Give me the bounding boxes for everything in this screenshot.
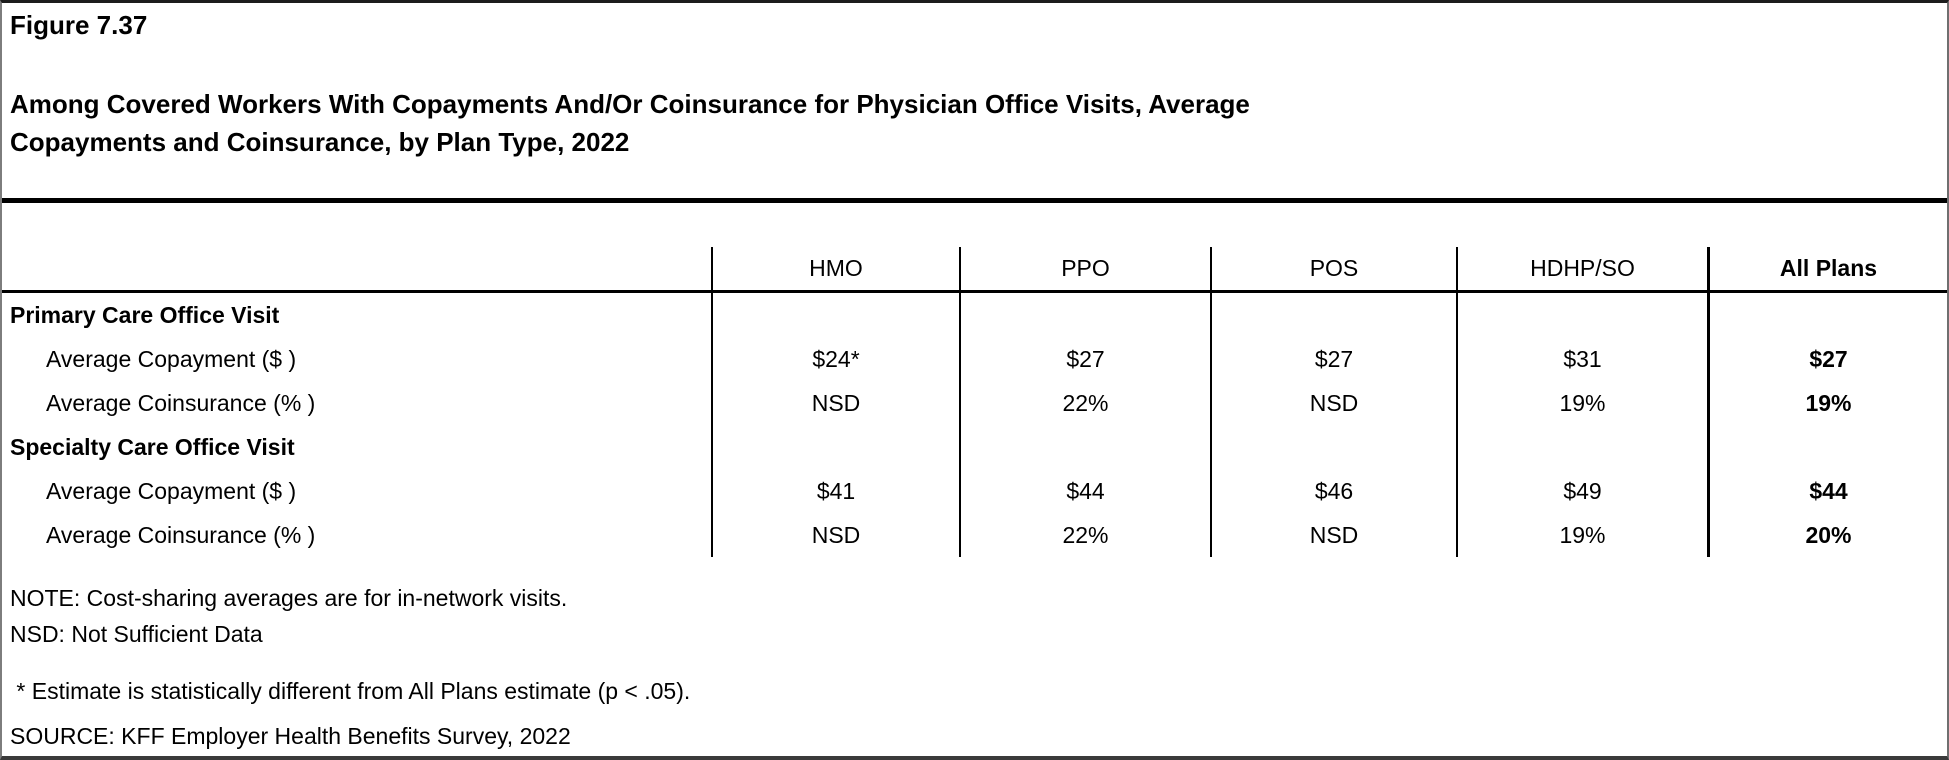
column-header-ppo: PPO	[959, 247, 1210, 293]
specialty-coinsurance-allplans-value: 20%	[1707, 513, 1947, 557]
empty-cell	[959, 293, 1210, 337]
primary-coinsurance-hmo-value: NSD	[711, 381, 959, 425]
section-title-specialty-care: Specialty Care Office Visit	[10, 433, 295, 460]
column-header-hmo: HMO	[711, 247, 959, 293]
primary-coinsurance-allplans-value: 19%	[1707, 381, 1947, 425]
row-label-specialty-coinsurance: Average Coinsurance (% )	[46, 521, 316, 548]
note-statistical-significance: * Estimate is statistically different fr…	[10, 678, 691, 704]
empty-cell	[959, 425, 1210, 469]
column-header-all-plans: All Plans	[1707, 247, 1947, 293]
figure-title-line1: Among Covered Workers With Copayments An…	[10, 89, 1250, 119]
primary-copayment-allplans-value: $27	[1707, 337, 1947, 381]
row-label-primary-coinsurance: Average Coinsurance (% )	[46, 389, 316, 416]
empty-cell	[711, 293, 959, 337]
empty-cell	[1210, 425, 1456, 469]
empty-cell	[1210, 293, 1456, 337]
note-in-network: NOTE: Cost-sharing averages are for in-n…	[10, 585, 568, 611]
note-nsd-definition: NSD: Not Sufficient Data	[10, 621, 263, 647]
data-table: HMO PPO POS HDHP/SO All Plans Primary Ca…	[2, 247, 1947, 557]
specialty-copayment-pos-value: $46	[1210, 469, 1456, 513]
empty-cell	[1707, 293, 1947, 337]
empty-cell	[1456, 425, 1707, 469]
specialty-copayment-allplans-value: $44	[1707, 469, 1947, 513]
specialty-copayment-ppo-value: $44	[959, 469, 1210, 513]
section-title-primary-care: Primary Care Office Visit	[10, 301, 280, 328]
table-corner-cell	[2, 247, 711, 293]
primary-coinsurance-hdhpso-value: 19%	[1456, 381, 1707, 425]
figure-number: Figure 7.37	[10, 10, 148, 40]
specialty-coinsurance-pos-value: NSD	[1210, 513, 1456, 557]
column-header-hdhpso: HDHP/SO	[1456, 247, 1707, 293]
primary-coinsurance-pos-value: NSD	[1210, 381, 1456, 425]
primary-coinsurance-ppo-value: 22%	[959, 381, 1210, 425]
primary-copayment-hdhpso-value: $31	[1456, 337, 1707, 381]
specialty-copayment-hmo-value: $41	[711, 469, 959, 513]
empty-cell	[1707, 425, 1947, 469]
primary-copayment-pos-value: $27	[1210, 337, 1456, 381]
specialty-coinsurance-ppo-value: 22%	[959, 513, 1210, 557]
figure-title-line2: Copayments and Coinsurance, by Plan Type…	[10, 127, 630, 157]
source-line: SOURCE: KFF Employer Health Benefits Sur…	[10, 723, 571, 749]
specialty-coinsurance-hdhpso-value: 19%	[1456, 513, 1707, 557]
primary-copayment-ppo-value: $27	[959, 337, 1210, 381]
column-header-pos: POS	[1210, 247, 1456, 293]
specialty-coinsurance-hmo-value: NSD	[711, 513, 959, 557]
row-label-primary-copayment: Average Copayment ($ )	[46, 345, 297, 372]
title-divider-rule	[2, 198, 1947, 203]
row-label-specialty-copayment: Average Copayment ($ )	[46, 477, 297, 504]
specialty-copayment-hdhpso-value: $49	[1456, 469, 1707, 513]
empty-cell	[1456, 293, 1707, 337]
empty-cell	[711, 425, 959, 469]
primary-copayment-hmo-value: $24*	[711, 337, 959, 381]
figure-title: Among Covered Workers With Copayments An…	[10, 85, 1250, 161]
